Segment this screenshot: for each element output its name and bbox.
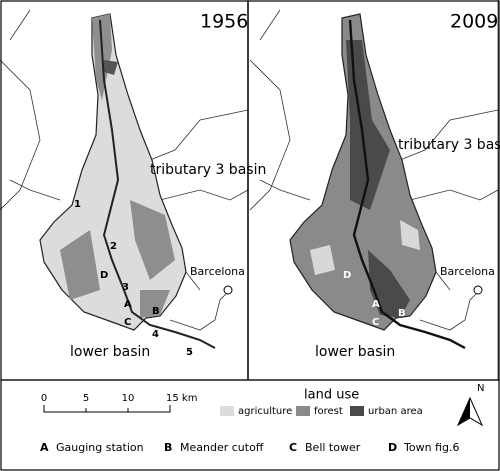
key-letter: C [289,441,297,454]
key-text: Bell tower [305,441,361,454]
marker: C [124,317,131,328]
marker: A [372,299,380,310]
key-text: Gauging station [56,441,144,454]
tributary-label: tributary 3 basin [150,162,266,178]
marker: 3 [122,282,129,293]
legend-item: forest [314,406,343,417]
city-label: Barcelona [190,265,245,278]
marker: D [100,270,108,281]
key: A Gauging station B Meander cutoff C Bel… [40,441,459,454]
key-text: Town fig.6 [403,441,459,454]
marker: 2 [110,241,117,252]
city-label: Barcelona [440,265,495,278]
key-letter: B [164,441,172,454]
marker: 5 [186,347,193,358]
scale-tick: 10 [122,393,135,404]
key-letter: D [388,441,397,454]
marker: A [124,299,132,310]
marker: B [152,306,160,317]
marker: D [343,270,351,281]
scale-tick: 15 km [166,393,197,404]
panel-1956: 1956 tributary 3 basin Barcelona lower b… [0,0,266,381]
panel-2009: 2009 tributary 3 basin Barcelona lower b… [249,0,500,381]
key-text: Meander cutoff [180,441,264,454]
legend: land use agriculture forest urban area [220,388,423,417]
key-letter: A [40,441,49,454]
marker: C [372,317,379,328]
scale-bar: 0 5 10 15 km [41,393,197,413]
legend-title: land use [304,388,359,403]
basin-label: lower basin [315,344,395,360]
year-label: 1956 [200,11,248,33]
marker: B [398,308,406,319]
scale-tick: 0 [41,393,47,404]
year-label: 2009 [450,11,498,33]
legend-item: urban area [368,406,423,417]
north-arrow: N [456,383,484,427]
basin-label: lower basin [70,344,150,360]
marker: 1 [74,199,81,210]
tributary-label: tributary 3 basin [398,137,500,153]
scale-tick: 5 [83,393,89,404]
north-label: N [477,383,484,394]
legend-item: agriculture [238,406,292,417]
marker: 4 [152,329,159,340]
